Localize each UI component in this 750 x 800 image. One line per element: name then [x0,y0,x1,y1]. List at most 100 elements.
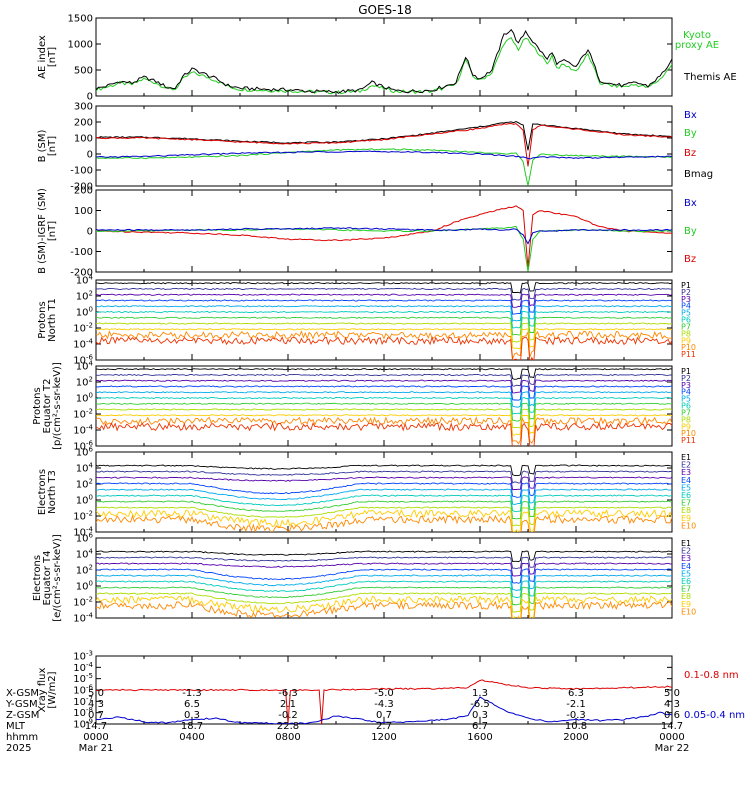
channel-line-e4 [96,568,672,584]
panel-ee: 106 104 102 100 10-2 10-4 Electrons Equator T4[… [32,532,696,625]
channel-line-e10 [96,514,672,532]
y-tick-label: 10-4 [73,612,93,625]
table-cell: 5.0 [664,688,680,699]
row-label: Y-GSM [6,699,38,710]
row-y-gsm: Y-GSM 4.3 6.5 2.1 -4.3 -6.5 -2.1 4.3 [0,699,750,710]
legend-entry: By [684,128,697,139]
y-tick-label: 104 [76,360,94,373]
channel-line-p1 [96,368,672,380]
row-z-gsm: Z-GSM 0.7 0.3 -0.2 0.7 0.3 -0.3 0.6 [0,710,750,721]
series-group [96,120,672,186]
channel-line-e5 [96,574,672,591]
table-cell: -4.3 [374,699,394,710]
series-group [96,679,672,724]
channel-line-p5 [96,305,672,322]
channel-line-p9 [96,328,672,349]
legend-entry: P1 [681,281,691,290]
y-axis-label: [W/m2] [47,671,58,708]
y-tick-label: 300 [74,102,93,113]
y-tick-label: 10-4 [73,424,93,437]
table-cell: 2.1 [280,699,296,710]
legend-entry: E6 [681,577,691,586]
row-label: Z-GSM [6,710,40,721]
channel-line-e8 [96,592,672,613]
y-tick-label: 104 [76,462,94,475]
legend-entry: P7 [681,322,691,331]
legend-entry: 0.1-0.8 nm [684,670,739,681]
series-line-by [96,148,672,186]
legend-entry: P11 [681,350,696,359]
y-tick-label: 104 [76,274,94,287]
y-axis-label: [nT] [47,136,58,156]
channel-line-e8 [96,506,672,527]
y-axis-label: Protons [37,301,48,338]
channel-line-e4 [96,482,672,498]
legend-entry: P2 [681,288,691,297]
legend-entry: E3 [681,554,691,563]
legend-entry: P3 [681,381,691,390]
row-x-gsm: X-GSM 5.0 -1.3 -6.3 -5.0 1.3 6.3 5.0 [0,688,750,699]
channel-line-e7 [96,500,672,520]
table-cell: -5.0 [374,688,394,699]
y-tick-label: -100 [70,166,93,177]
legend-entry: By [684,226,697,237]
table-cell: 6.3 [568,688,584,699]
row-label: MLT [6,721,25,732]
legend-entry: E4 [681,562,691,571]
series-group [96,550,672,618]
row-label: hhmm [6,732,39,743]
table-cell: 0000 [659,732,685,743]
row-label: 2025 [6,743,32,754]
channel-line-p3 [96,379,672,394]
channel-line-p1 [96,282,672,294]
channel-line-p2 [96,373,672,387]
table-cell: 18.7 [180,721,204,732]
legend-entry: Bz [684,148,696,159]
channel-line-p6 [96,396,672,415]
panel-db: -200 -100 0 100 200 B (SM)-IGRF (SM) [nT] Bx By B… [37,186,697,279]
legend-entry: P6 [681,316,691,325]
plot-title: GOES-18 [358,3,412,17]
orbit-table: X-GSM 5.0 -1.3 -6.3 -5.0 1.3 6.3 5.0 Y-G… [0,688,750,788]
y-tick-label: 0 [87,92,93,103]
y-axis-label: [p/(cm²-s-sr-keV)] [52,362,63,450]
legend-entry: P1 [681,367,691,376]
channel-line-e3 [96,476,672,491]
series-group [96,282,672,360]
legend-entry: Kyoto [683,30,711,41]
channel-line-p11 [96,335,672,360]
y-axis-label: [nT] [47,47,58,67]
y-axis-label: B (SM) [37,129,48,162]
series-line-kyoto-proxy-ae [96,37,672,95]
legend-entry: E4 [681,476,691,485]
channel-line-p10 [96,330,672,359]
legend-entry: P11 [681,436,696,445]
y-tick-label: 100 [76,306,93,319]
y-tick-label: 10-2 [73,408,93,421]
legend-entry: E10 [681,607,696,616]
channel-line-e6 [96,494,672,513]
channel-line-p4 [96,299,672,315]
y-axis-label: [nT] [47,221,58,241]
panel-frame [95,105,673,187]
series-line-bx [96,227,672,245]
y-tick-label: 200 [74,186,93,197]
row-hhmm: hhmm 0000 0400 0800 1200 1600 2000 0000 [0,732,750,743]
series-line-bx [96,150,672,160]
y-tick-label: 102 [76,564,93,577]
panel-frame [95,365,673,447]
table-cell: 1200 [371,732,397,743]
legend-entry: 0.05-0.4 nm [684,710,745,721]
y-tick-label: 10-2 [73,596,93,609]
y-axis-label: Electrons [32,555,43,601]
table-cell: 0.6 [664,710,680,721]
table-cell: Mar 21 [78,743,114,754]
channel-line-e9 [96,509,672,532]
row-mlt: MLT 14.7 18.7 22.8 2.7 6.7 10.8 14.7 [0,721,750,732]
legend-entry: P10 [681,429,696,438]
legend-entry: P4 [681,388,691,397]
table-cell: -0.2 [278,710,298,721]
